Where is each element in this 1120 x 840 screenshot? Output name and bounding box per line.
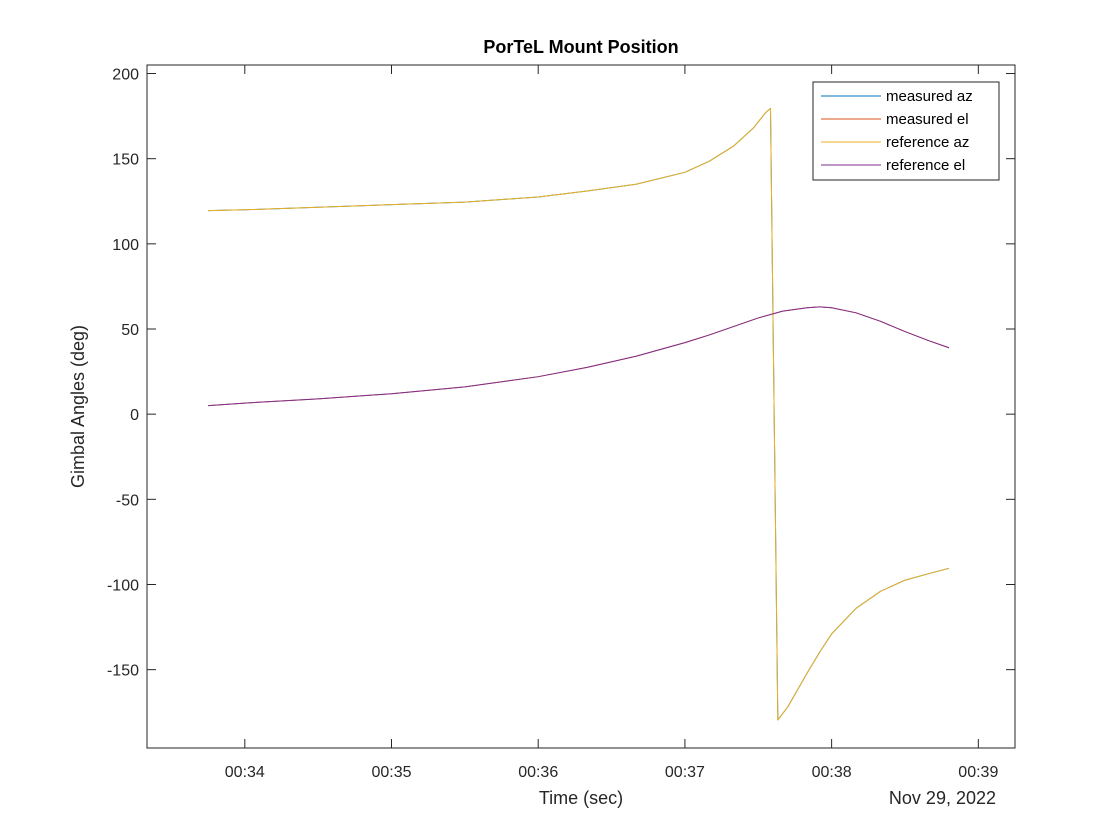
y-tick-label: 150	[112, 152, 139, 169]
y-tick-label: 200	[112, 67, 139, 84]
legend-entry: reference az	[886, 134, 969, 151]
x-tick-label: 00:34	[225, 764, 265, 781]
series-line-reference-el	[208, 306, 950, 407]
y-tick-label: 0	[130, 407, 139, 424]
series-line-measured-az	[208, 107, 950, 721]
axes-box	[146, 64, 1016, 749]
x-tick-label: 00:36	[518, 764, 558, 781]
series-line-measured-el	[208, 306, 950, 407]
y-tick-label: -100	[107, 577, 139, 594]
x-axis: 00:34 00:35 00:36 00:37 00:38 00:39	[225, 65, 998, 781]
y-axis: 200 150 100 50 0 -50 -100 -150	[107, 67, 1015, 680]
series-layer	[208, 107, 950, 721]
date-label: Nov 29, 2022	[889, 788, 996, 808]
y-tick-label: 50	[121, 322, 139, 339]
legend-entry: measured el	[886, 111, 969, 128]
legend-box	[812, 81, 1000, 181]
y-tick-label: -50	[116, 492, 139, 509]
legend-entry: reference el	[886, 157, 965, 174]
legend: measured az measured el reference az refere…	[812, 81, 1000, 181]
x-tick-label: 00:37	[665, 764, 705, 781]
chart-title: PorTeL Mount Position	[483, 37, 678, 57]
y-tick-label: 100	[112, 237, 139, 254]
x-tick-label: 00:38	[812, 764, 852, 781]
x-axis-label: Time (sec)	[539, 788, 623, 808]
x-tick-label: 00:39	[958, 764, 998, 781]
y-axis-label: Gimbal Angles (deg)	[68, 325, 88, 488]
y-tick-label: -150	[107, 663, 139, 680]
x-tick-label: 00:35	[371, 764, 411, 781]
series-line-reference-az	[208, 107, 950, 721]
legend-entry: measured az	[886, 88, 973, 105]
